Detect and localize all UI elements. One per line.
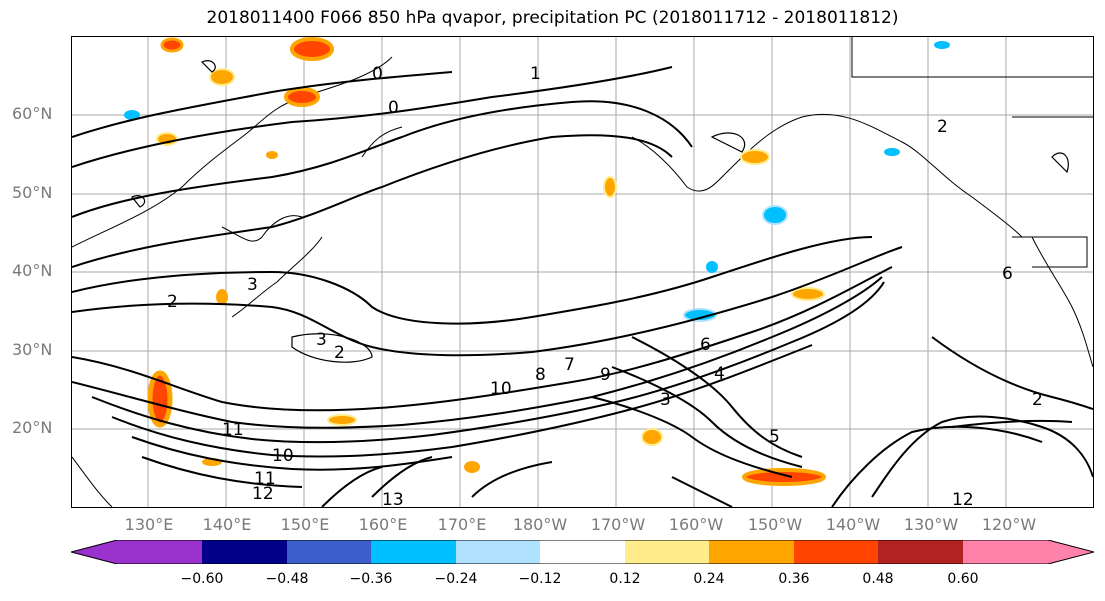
lon-label-130e: 130°E	[124, 515, 174, 534]
colorbar	[71, 540, 1094, 564]
colorbar-segment	[878, 540, 963, 564]
colorbar-tick-label: 0.60	[947, 571, 979, 587]
contour-label: 0	[388, 98, 399, 118]
colorbar-segment	[963, 540, 1094, 564]
lon-label-150e: 150°E	[280, 515, 330, 534]
lat-label-40n: 40°N	[12, 261, 53, 280]
map-panel: 0 0 1 2 2 2 3 3 3 4 5 6 7 8 9 10 10 11 1…	[71, 36, 1094, 508]
contour-label: 2	[1032, 390, 1043, 410]
colorbar-segments	[71, 540, 1094, 564]
lon-label-160w: 160°W	[668, 515, 724, 534]
colorbar-tick-label: −0.36	[349, 571, 393, 587]
lon-label-170w: 170°W	[590, 515, 646, 534]
contour-label: 13	[382, 490, 404, 507]
colorbar-tick-label: 0.24	[693, 571, 725, 587]
contour-label: 12	[952, 490, 974, 507]
colorbar-segment	[371, 540, 456, 564]
colorbar-segment	[287, 540, 371, 564]
colorbar-segment	[540, 540, 625, 564]
minor-contours	[131, 60, 1069, 363]
contour-label: 8	[535, 365, 546, 385]
contour-label: 1	[530, 64, 541, 84]
contour-label: 0	[372, 64, 383, 84]
contour-label: 3	[660, 390, 671, 410]
contour-label: 3	[247, 275, 258, 295]
contour-label: 2	[937, 117, 948, 137]
contour-label: 6	[700, 335, 711, 355]
colorbar-segment	[794, 540, 878, 564]
map-canvas: 0 0 1 2 2 2 3 3 3 4 5 6 7 8 9 10 10 11 1…	[72, 37, 1093, 507]
colorbar-tick-label: −0.48	[265, 571, 309, 587]
lon-label-170e: 170°E	[437, 515, 487, 534]
lat-label-30n: 30°N	[12, 340, 53, 359]
colorbar-segment	[709, 540, 794, 564]
contour-label: 2	[167, 292, 178, 312]
contour-label: 12	[252, 484, 274, 504]
colorbar-tick-label: 0.12	[609, 571, 641, 587]
lat-label-20n: 20°N	[12, 418, 53, 437]
colorbar-segment	[71, 540, 202, 564]
contour-label: 11	[254, 469, 276, 489]
figure-title: 2018011400 F066 850 hPa qvapor, precipit…	[206, 8, 899, 28]
coastlines	[72, 37, 1093, 507]
contour-label: 10	[490, 379, 512, 399]
colorbar-segment	[456, 540, 540, 564]
colorbar-segment	[202, 540, 287, 564]
contour-label: 4	[714, 364, 725, 384]
colorbar-segment	[625, 540, 709, 564]
colorbar-tick-label: 0.48	[862, 571, 894, 587]
contour-label: 6	[1002, 264, 1013, 284]
lon-label-180w: 180°W	[512, 515, 568, 534]
lat-label-60n: 60°N	[12, 104, 53, 123]
lon-label-130w: 130°W	[903, 515, 959, 534]
shaded-fields	[124, 37, 950, 486]
contour-label: 9	[600, 365, 611, 385]
lat-label-50n: 50°N	[12, 183, 53, 202]
contour-label: 2	[334, 343, 345, 363]
colorbar-tick-label: −0.12	[518, 571, 562, 587]
colorbar-tick-label: −0.60	[180, 571, 224, 587]
contour-labels: 0 0 1 2 2 2 3 3 3 4 5 6 7 8 9 10 10 11 1…	[167, 64, 1043, 507]
colorbar-tick-label: −0.24	[434, 571, 478, 587]
contour-label: 7	[564, 355, 575, 375]
qvapor-contours	[72, 66, 1093, 507]
lon-label-140e: 140°E	[202, 515, 252, 534]
lon-label-120w: 120°W	[981, 515, 1037, 534]
lon-label-150w: 150°W	[747, 515, 803, 534]
contour-label: 3	[316, 330, 327, 350]
lon-label-160e: 160°E	[358, 515, 408, 534]
contour-label: 10	[272, 446, 294, 466]
lon-label-140w: 140°W	[825, 515, 881, 534]
contour-label: 5	[769, 427, 780, 447]
contour-label: 11	[222, 420, 244, 440]
colorbar-tick-label: 0.36	[778, 571, 810, 587]
